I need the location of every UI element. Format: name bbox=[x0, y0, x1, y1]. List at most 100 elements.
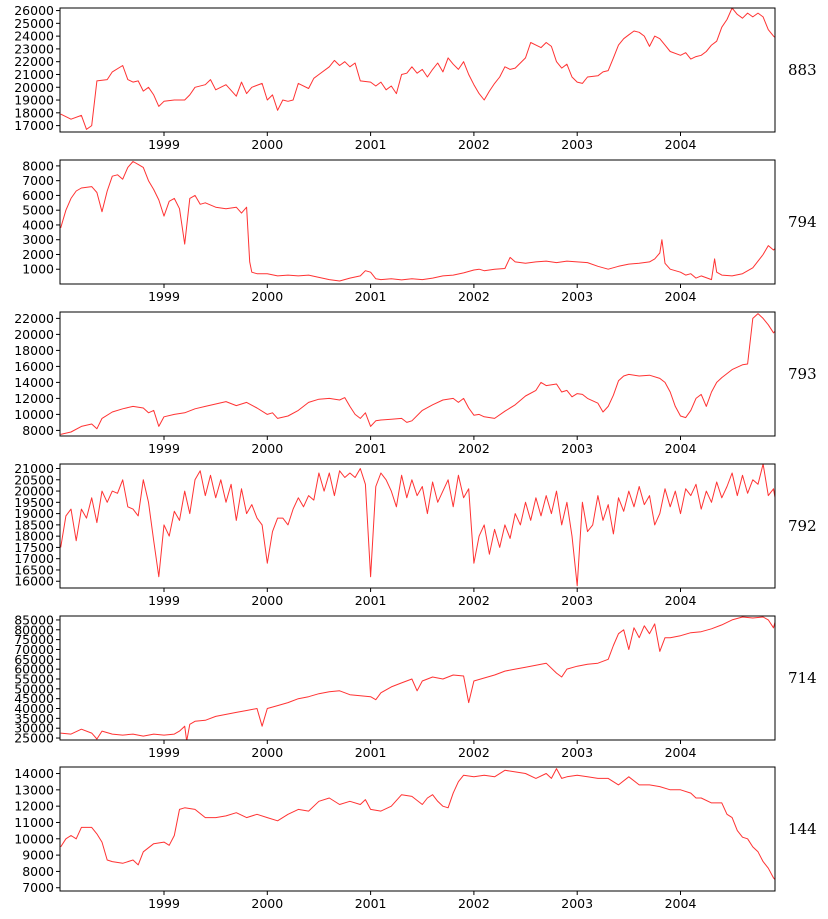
x-tick-label: 2004 bbox=[665, 896, 697, 911]
y-tick-label: 16000 bbox=[14, 359, 54, 374]
x-tick-label: 2000 bbox=[251, 593, 283, 608]
y-tick-label: 19000 bbox=[14, 93, 54, 108]
x-tick-label: 1999 bbox=[148, 441, 180, 456]
y-tick-label: 7000 bbox=[22, 880, 54, 895]
y-tick-label: 17000 bbox=[14, 118, 54, 133]
series-line-714 bbox=[60, 616, 775, 740]
y-tick-label: 24000 bbox=[14, 29, 54, 44]
x-tick-label: 2002 bbox=[458, 593, 490, 608]
y-tick-label: 12000 bbox=[14, 799, 54, 814]
x-tick-label: 2001 bbox=[355, 745, 387, 760]
y-tick-label: 20000 bbox=[14, 327, 54, 342]
y-tick-label: 60000 bbox=[14, 662, 54, 677]
panel-883: 1700018000190002000021000220002300024000… bbox=[14, 3, 816, 152]
y-tick-label: 18000 bbox=[14, 105, 54, 120]
x-tick-label: 2003 bbox=[561, 593, 593, 608]
x-tick-label: 1999 bbox=[148, 745, 180, 760]
panel-792: 1600016500170001750018000185001900019500… bbox=[14, 461, 816, 608]
y-tick-label: 17500 bbox=[14, 540, 54, 555]
x-tick-label: 2001 bbox=[355, 593, 387, 608]
y-tick-label: 1000 bbox=[22, 262, 54, 277]
x-tick-label: 2000 bbox=[251, 441, 283, 456]
y-tick-label: 55000 bbox=[14, 671, 54, 686]
y-tick-label: 5000 bbox=[22, 203, 54, 218]
y-tick-label: 20000 bbox=[14, 484, 54, 499]
y-tick-label: 65000 bbox=[14, 652, 54, 667]
x-tick-label: 1999 bbox=[148, 896, 180, 911]
y-tick-label: 20000 bbox=[14, 80, 54, 95]
x-tick-label: 2003 bbox=[561, 137, 593, 152]
x-tick-label: 2002 bbox=[458, 896, 490, 911]
y-tick-label: 13000 bbox=[14, 782, 54, 797]
x-tick-label: 2002 bbox=[458, 745, 490, 760]
x-tick-label: 2001 bbox=[355, 896, 387, 911]
y-tick-label: 10000 bbox=[14, 407, 54, 422]
axis-frame bbox=[59, 311, 776, 437]
y-tick-label: 22000 bbox=[14, 54, 54, 69]
panel-id-label: 883 bbox=[788, 61, 817, 79]
x-tick-label: 2000 bbox=[251, 745, 283, 760]
x-tick-label: 2003 bbox=[561, 289, 593, 304]
y-tick-label: 18000 bbox=[14, 529, 54, 544]
y-tick-label: 25000 bbox=[14, 731, 54, 746]
y-tick-label: 21000 bbox=[14, 67, 54, 82]
y-tick-label: 12000 bbox=[14, 391, 54, 406]
panel-id-label: 794 bbox=[788, 213, 817, 231]
series-line-883 bbox=[60, 8, 775, 130]
y-tick-label: 6000 bbox=[22, 188, 54, 203]
x-tick-label: 2001 bbox=[355, 137, 387, 152]
y-tick-label: 20500 bbox=[14, 472, 54, 487]
y-tick-label: 11000 bbox=[14, 815, 54, 830]
y-tick-label: 19000 bbox=[14, 506, 54, 521]
series-line-794 bbox=[60, 161, 775, 282]
series-line-792 bbox=[60, 464, 775, 587]
x-tick-label: 2003 bbox=[561, 441, 593, 456]
panel-id-label: 792 bbox=[788, 517, 817, 535]
y-tick-label: 70000 bbox=[14, 642, 54, 657]
x-tick-label: 2001 bbox=[355, 441, 387, 456]
y-tick-label: 22000 bbox=[14, 311, 54, 326]
x-tick-label: 2004 bbox=[665, 745, 697, 760]
y-tick-label: 19500 bbox=[14, 495, 54, 510]
axis-frame bbox=[59, 766, 776, 892]
y-tick-label: 30000 bbox=[14, 721, 54, 736]
y-tick-label: 14000 bbox=[14, 766, 54, 781]
y-tick-label: 18500 bbox=[14, 517, 54, 532]
y-tick-label: 2000 bbox=[22, 247, 54, 262]
y-tick-label: 85000 bbox=[14, 612, 54, 627]
y-tick-label: 16500 bbox=[14, 562, 54, 577]
panel-714: 2500030000350004000045000500005500060000… bbox=[14, 612, 816, 760]
y-tick-label: 25000 bbox=[14, 16, 54, 31]
x-tick-label: 2002 bbox=[458, 289, 490, 304]
y-tick-label: 35000 bbox=[14, 711, 54, 726]
x-tick-label: 2000 bbox=[251, 289, 283, 304]
y-tick-label: 23000 bbox=[14, 41, 54, 56]
panel-id-label: 714 bbox=[788, 669, 817, 687]
y-tick-label: 14000 bbox=[14, 375, 54, 390]
x-tick-label: 2000 bbox=[251, 137, 283, 152]
y-tick-label: 40000 bbox=[14, 701, 54, 716]
x-tick-label: 2001 bbox=[355, 289, 387, 304]
y-tick-label: 8000 bbox=[22, 423, 54, 438]
y-tick-label: 8000 bbox=[22, 864, 54, 879]
y-tick-label: 50000 bbox=[14, 681, 54, 696]
x-tick-label: 2004 bbox=[665, 441, 697, 456]
y-tick-label: 16000 bbox=[14, 574, 54, 589]
y-tick-label: 45000 bbox=[14, 691, 54, 706]
x-tick-label: 2004 bbox=[665, 593, 697, 608]
x-tick-label: 2003 bbox=[561, 896, 593, 911]
y-tick-label: 4000 bbox=[22, 217, 54, 232]
y-tick-label: 9000 bbox=[22, 848, 54, 863]
y-tick-label: 75000 bbox=[14, 632, 54, 647]
x-tick-label: 2002 bbox=[458, 137, 490, 152]
x-tick-label: 1999 bbox=[148, 137, 180, 152]
x-tick-label: 1999 bbox=[148, 593, 180, 608]
y-tick-label: 8000 bbox=[22, 158, 54, 173]
x-tick-label: 1999 bbox=[148, 289, 180, 304]
axis-frame bbox=[59, 615, 776, 741]
y-tick-label: 80000 bbox=[14, 622, 54, 637]
